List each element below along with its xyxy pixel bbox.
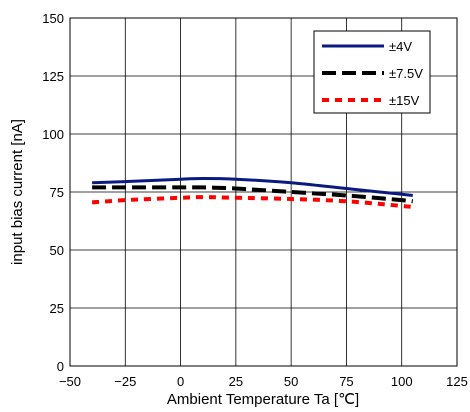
- y-tick-label: 150: [42, 11, 64, 26]
- series-line-7-5V: [92, 185, 414, 204]
- x-tick-label: 25: [229, 374, 243, 389]
- legend-label-4V: ±4V: [389, 39, 412, 54]
- y-tick-label: 25: [50, 301, 64, 316]
- legend-label-15V: ±15V: [389, 93, 420, 108]
- y-tick-label: 100: [42, 127, 64, 142]
- y-tick-label: 125: [42, 69, 64, 84]
- x-tick-label: 50: [284, 374, 298, 389]
- y-axis-label: input bias current [nA]: [9, 119, 26, 265]
- y-tick-label: 50: [50, 243, 64, 258]
- y-tick-label: 0: [57, 359, 64, 374]
- series-line-15V: [91, 195, 414, 210]
- x-tick-label: −50: [59, 374, 81, 389]
- tick-labels: −50 −25 0 25 50 75 100 125 0 25 50 75 100 125 150: [42, 11, 468, 389]
- series-line-4V: [92, 176, 413, 197]
- legend: ±4V ±7.5V ±15V: [313, 30, 431, 114]
- legend-label-7-5V: ±7.5V: [389, 66, 423, 81]
- x-tick-label: 100: [391, 374, 413, 389]
- x-tick-label: −25: [114, 374, 136, 389]
- x-tick-label: 125: [446, 374, 468, 389]
- x-tick-label: 75: [339, 374, 353, 389]
- y-tick-label: 75: [50, 185, 64, 200]
- x-axis-label: Ambient Temperature Ta [℃]: [167, 391, 359, 408]
- x-tick-label: 0: [177, 374, 184, 389]
- series-group: [91, 176, 414, 210]
